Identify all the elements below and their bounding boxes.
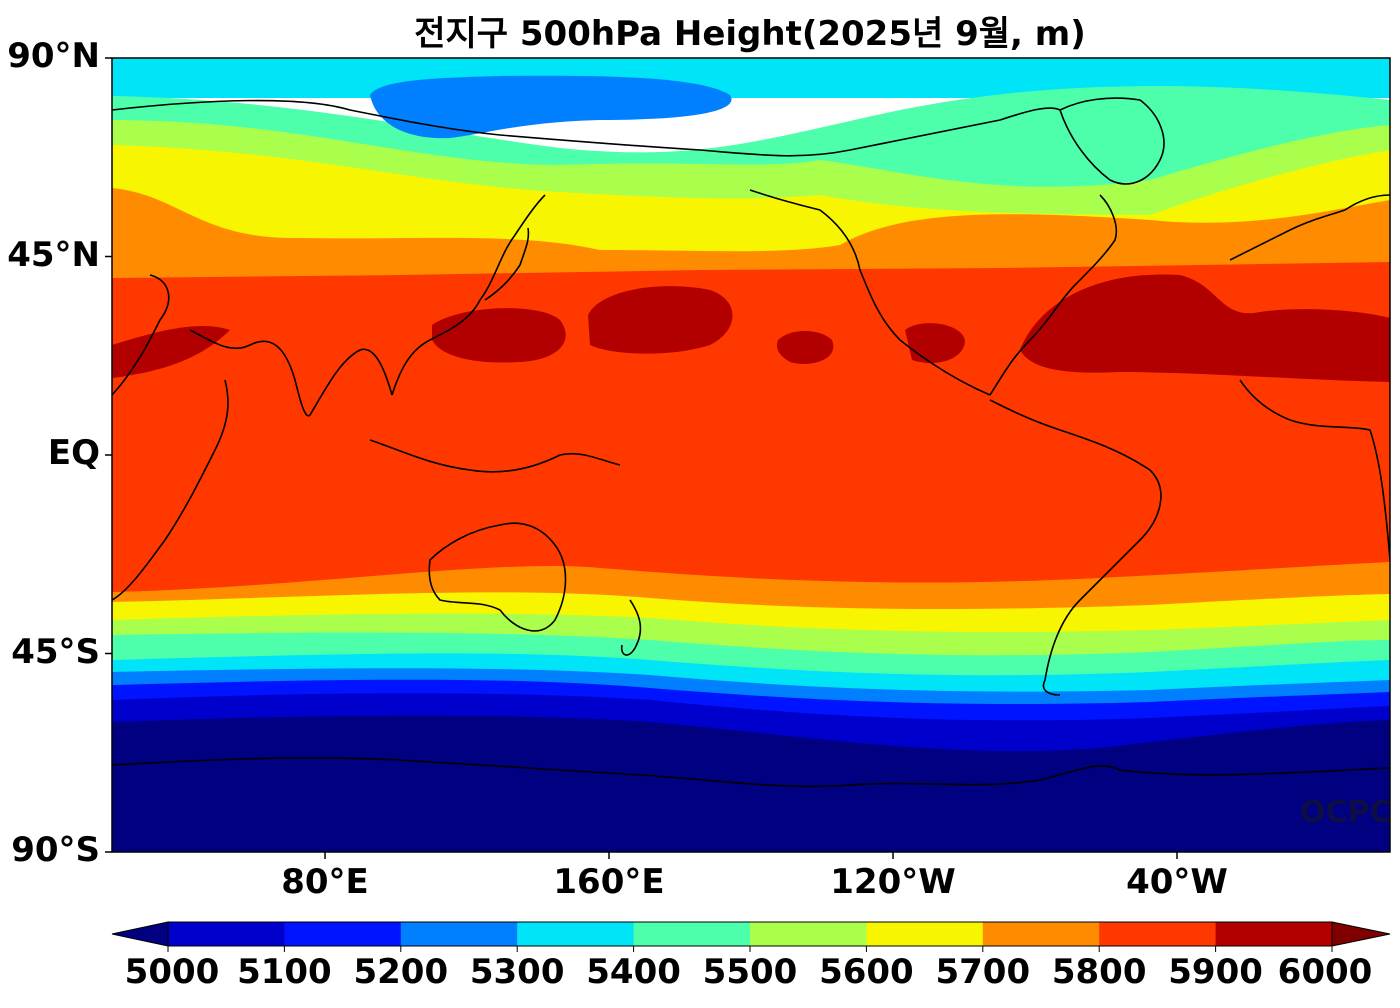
lon-label: 120°W	[830, 862, 956, 902]
colorbar-level-label: 6000	[1277, 952, 1373, 992]
coastlines	[112, 97, 1390, 788]
colorbar-level-label: 5200	[353, 952, 449, 992]
colorbar-swatch-5700	[982, 922, 1100, 946]
band-5900-6000-b	[432, 308, 566, 363]
colorbar-level-label: 5100	[237, 952, 332, 992]
colorbar-swatch-5600	[866, 922, 984, 946]
colorbar-level-label: 5800	[1051, 952, 1147, 992]
lat-label: EQ	[47, 433, 100, 473]
colorbar-swatch-5000	[168, 922, 285, 946]
lon-label: 160°E	[553, 862, 665, 902]
coast-africa-west	[1239, 379, 1390, 561]
coast-asia-east	[391, 194, 546, 396]
colorbar-swatch-5200	[400, 922, 518, 946]
coast-europe	[1229, 194, 1390, 261]
coast-arabia-india	[189, 329, 393, 417]
colorbar-swatch-5800	[1099, 922, 1217, 946]
colorbar-level-label: 5400	[586, 952, 681, 992]
coast-greenland	[1059, 97, 1165, 185]
lat-label: 45°S	[11, 631, 100, 672]
colorbar-swatch-5900	[1215, 922, 1333, 946]
colorbar-extend-high	[1331, 921, 1391, 947]
lat-label: 90°N	[7, 36, 100, 76]
band-below-5000-south	[112, 715, 1390, 852]
colorbar-level-label: 5300	[469, 952, 565, 992]
lon-label: 80°E	[281, 862, 369, 902]
colorbar	[111, 921, 1391, 952]
coast-north-america-west	[749, 189, 991, 396]
band-5400-5300-arctic	[370, 75, 732, 139]
contour-bands	[112, 58, 1390, 852]
band-5900-6000-f	[1020, 274, 1390, 382]
colorbar-swatch-5100	[284, 922, 402, 946]
colorbar-level-label: 5900	[1168, 952, 1263, 992]
lon-tick-marks	[324, 852, 1178, 859]
coast-siberia	[112, 99, 851, 157]
colorbar-level-label: 5500	[702, 952, 798, 992]
coast-antarctica	[112, 757, 1390, 788]
map-title: 전지구 500hPa Height(2025년 9월, m)	[414, 14, 1086, 54]
coast-north-america-east	[989, 194, 1118, 396]
colorbar-extend-low	[111, 921, 169, 947]
lat-label: 90°S	[11, 830, 100, 870]
colorbar-level-label: 5700	[935, 952, 1031, 992]
coast-japan	[484, 227, 530, 301]
colorbar-swatch-5400	[633, 922, 751, 946]
lat-label: 45°N	[7, 234, 100, 275]
coast-canada-arctic	[849, 107, 1061, 151]
band-5900-6000-c	[588, 286, 733, 354]
band-5900-6000-a	[112, 325, 230, 378]
band-5900-6000-e	[905, 323, 965, 364]
colorbar-level-label: 5600	[819, 952, 914, 992]
coast-australia	[428, 522, 567, 632]
colorbar-swatch-5300	[517, 922, 635, 946]
colorbar-swatch-5500	[750, 922, 867, 946]
coast-indonesia	[369, 439, 621, 473]
band-5900-6000-d	[776, 331, 834, 364]
ocpc-watermark: OCPC	[1300, 795, 1392, 830]
colorbar-level-label: 5000	[124, 952, 220, 992]
coast-south-america	[989, 399, 1162, 696]
coast-newzealand	[620, 599, 642, 656]
lon-label: 40°W	[1126, 862, 1228, 902]
lat-tick-marks	[105, 57, 112, 853]
coast-africa	[112, 274, 229, 601]
